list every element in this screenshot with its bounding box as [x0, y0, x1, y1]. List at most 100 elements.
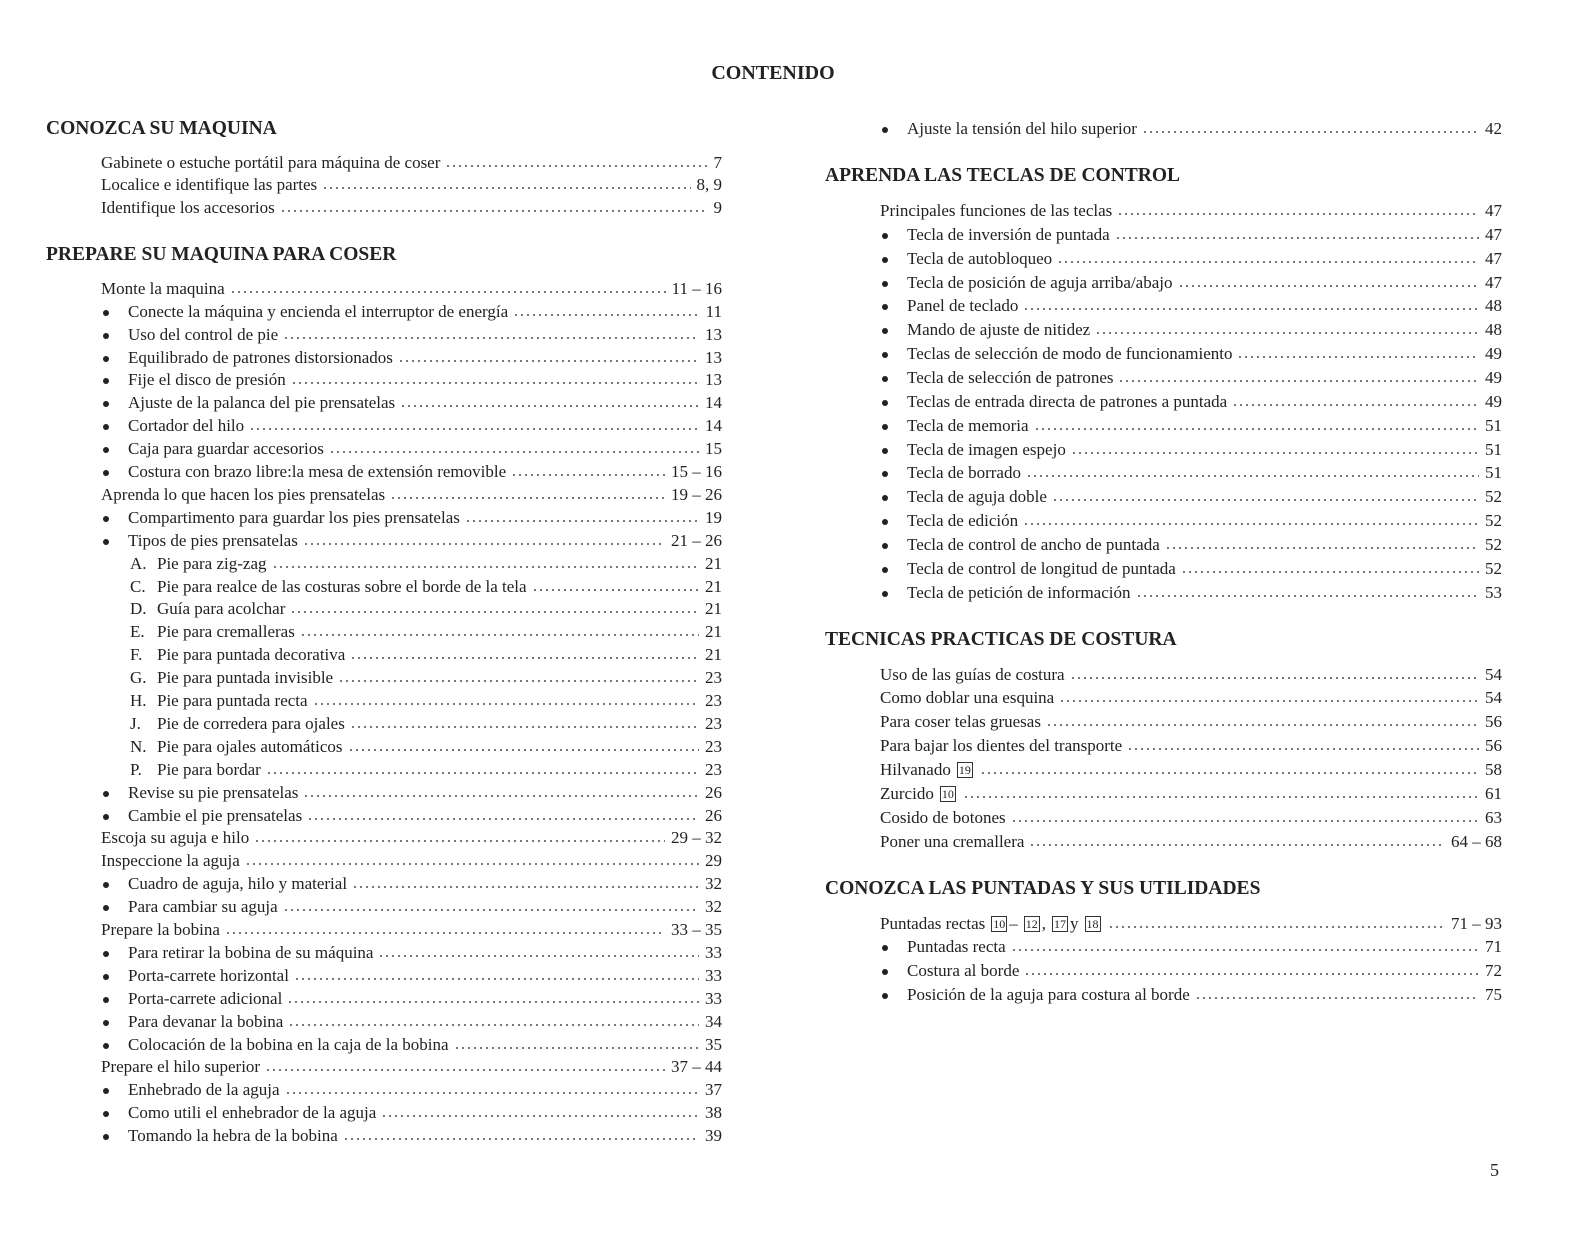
entry-text: Puntadas recta — [907, 937, 1006, 957]
page-ref: 14 — [705, 416, 722, 436]
page-ref: 58 — [1485, 760, 1502, 779]
entry-text: Conecte la máquina y encienda el interru… — [128, 302, 508, 322]
dot-leader — [352, 885, 699, 890]
page-ref: 38 — [705, 1103, 722, 1123]
text-part: Pie de corredera para ojales — [157, 713, 345, 733]
entry-text: Pie para puntada decorativa — [157, 645, 345, 665]
dot-leader — [1107, 924, 1445, 929]
dot-leader — [1057, 259, 1479, 264]
page-ref: 26 — [705, 805, 722, 825]
page-ref: 23 — [705, 691, 722, 710]
bullet — [103, 1134, 109, 1141]
page-ref: 33 — [705, 988, 722, 1008]
toc-entry: Tomando la hebra de la bobina 39 — [128, 1126, 722, 1146]
dot-leader — [1232, 402, 1479, 407]
toc-entry: Tecla de petición de información 53 — [907, 583, 1502, 603]
dot-leader — [303, 793, 699, 798]
page-ref: 29 – 32 — [671, 828, 722, 848]
dot-leader — [254, 839, 665, 844]
toc-entry: Monte la maquina 11 – 16 — [101, 279, 722, 299]
toc-entry: Para bajar los dientes del transporte 56 — [880, 736, 1502, 756]
toc-entry: Poner una cremallera 64 – 68 — [880, 832, 1502, 852]
page-ref: 63 — [1485, 807, 1502, 827]
toc-entry: Compartimento para guardar los pies pren… — [128, 508, 722, 528]
page-ref: 29 — [705, 851, 722, 871]
dot-leader — [1117, 212, 1479, 216]
dot-leader — [290, 381, 699, 386]
bullet — [103, 996, 109, 1003]
section-heading: APRENDA LAS TECLAS DE CONTROL — [825, 165, 1181, 186]
entry-text: Teclas de selección de modo de funcionam… — [907, 344, 1232, 364]
entry-text: Pie para puntada invisible — [157, 668, 333, 688]
toc-entry: Tecla de borrado 51 — [907, 463, 1502, 483]
text-part: Principales funciones de las teclas — [880, 201, 1113, 220]
page-ref: 54 — [1485, 664, 1502, 684]
entry-text: Para devanar la bobina — [128, 1012, 283, 1032]
dot-leader — [1010, 818, 1479, 823]
entry-letter: C. — [130, 576, 146, 596]
toc-entry: Como doblar una esquina 54 — [880, 688, 1502, 708]
entry-text: Tecla de posición de aguja arriba/abajo — [907, 273, 1173, 293]
toc-entry: Para devanar la bobina 34 — [128, 1012, 722, 1032]
text-part: Hilvanado — [880, 760, 951, 779]
toc-entry: Costura con brazo libre:la mesa de exten… — [128, 462, 722, 482]
toc-entry: Cuadro de aguja, hilo y material 32 — [128, 874, 722, 894]
toc-entry: Porta-carrete horizontal 33 — [128, 966, 722, 986]
entry-text: Guía para acolchar — [157, 599, 285, 619]
toc-entry: Principales funciones de las teclas 47 — [880, 201, 1502, 221]
entry-text: Pie de corredera para ojales — [157, 714, 345, 734]
page-ref: 48 — [1485, 296, 1502, 316]
text-part: Localice e identifique las partes — [101, 175, 318, 195]
bullet — [103, 447, 109, 454]
text-part: Inspeccione la aguja — [101, 851, 240, 871]
toc-entry: Tecla de control de ancho de puntada 52 — [907, 535, 1502, 555]
dot-leader — [511, 473, 665, 477]
section-heading: CONOZCA SU MAQUINA — [46, 118, 277, 139]
text-part: Pie para puntada decorativa — [157, 645, 346, 665]
entry-letter: E. — [130, 622, 145, 642]
toc-entry: Inspeccione la aguja 29 — [101, 851, 722, 871]
page-ref: 47 — [1485, 272, 1502, 292]
page-ref: 21 — [705, 553, 722, 573]
boxed-pattern-number: 19 — [956, 762, 973, 778]
entry-text: Tecla de inversión de puntada — [907, 225, 1110, 245]
dot-leader — [347, 747, 699, 752]
text-part: Puntadas rectas — [880, 913, 986, 933]
bullet — [882, 232, 888, 239]
entry-text: Escoja su aguja e hilo — [101, 828, 249, 848]
text-part: Conecte la máquina y encienda el interru… — [128, 301, 509, 321]
text-part: Teclas de entrada directa de patrones a … — [907, 391, 1228, 411]
section-heading: CONOZCA LAS PUNTADAS Y SUS UTILIDADES — [825, 877, 1261, 899]
page-ref: 21 – 26 — [671, 530, 722, 550]
dot-leader — [531, 587, 699, 592]
entry-text: Identifique los accesorios — [101, 198, 275, 218]
text-part: Tecla de selección de patrones — [907, 367, 1114, 387]
toc-entry: Teclas de entrada directa de patrones a … — [907, 392, 1502, 412]
toc-entry: Pie para zig-zag 21 — [157, 554, 722, 574]
page-ref: 23 — [705, 736, 722, 756]
entry-text: Tecla de memoria — [907, 416, 1029, 436]
text-part: Pie para zig-zag — [157, 553, 267, 573]
entry-letter: A. — [130, 553, 147, 573]
bullet — [882, 399, 888, 406]
dot-leader — [513, 312, 700, 317]
bullet — [882, 495, 888, 502]
page-ref: 52 — [1485, 487, 1502, 507]
dot-leader — [453, 1045, 699, 1050]
entry-text: Cortador del hilo — [128, 416, 244, 436]
toc-entry: Teclas de selección de modo de funcionam… — [907, 344, 1502, 364]
toc-entry: Enhebrado de la aguja 37 — [128, 1080, 722, 1100]
toc-entry: Conecte la máquina y encienda el interru… — [128, 302, 722, 322]
dot-leader — [1059, 699, 1479, 704]
entry-letter: G. — [130, 668, 147, 688]
text-part: Para coser telas gruesas — [880, 712, 1041, 732]
dot-leader — [290, 610, 699, 615]
page-ref: 56 — [1485, 736, 1502, 756]
text-part: Tecla de edición — [907, 511, 1019, 531]
text-part: Pie para ojales automáticos — [157, 736, 343, 756]
dot-leader — [1045, 723, 1479, 728]
boxed-pattern-number: 12 — [1023, 915, 1040, 932]
entry-letter: J. — [130, 713, 141, 733]
toc-entry: Prepare el hilo superior 37 – 44 — [101, 1057, 722, 1077]
text-part: Colocación de la bobina en la caja de la… — [128, 1034, 449, 1054]
